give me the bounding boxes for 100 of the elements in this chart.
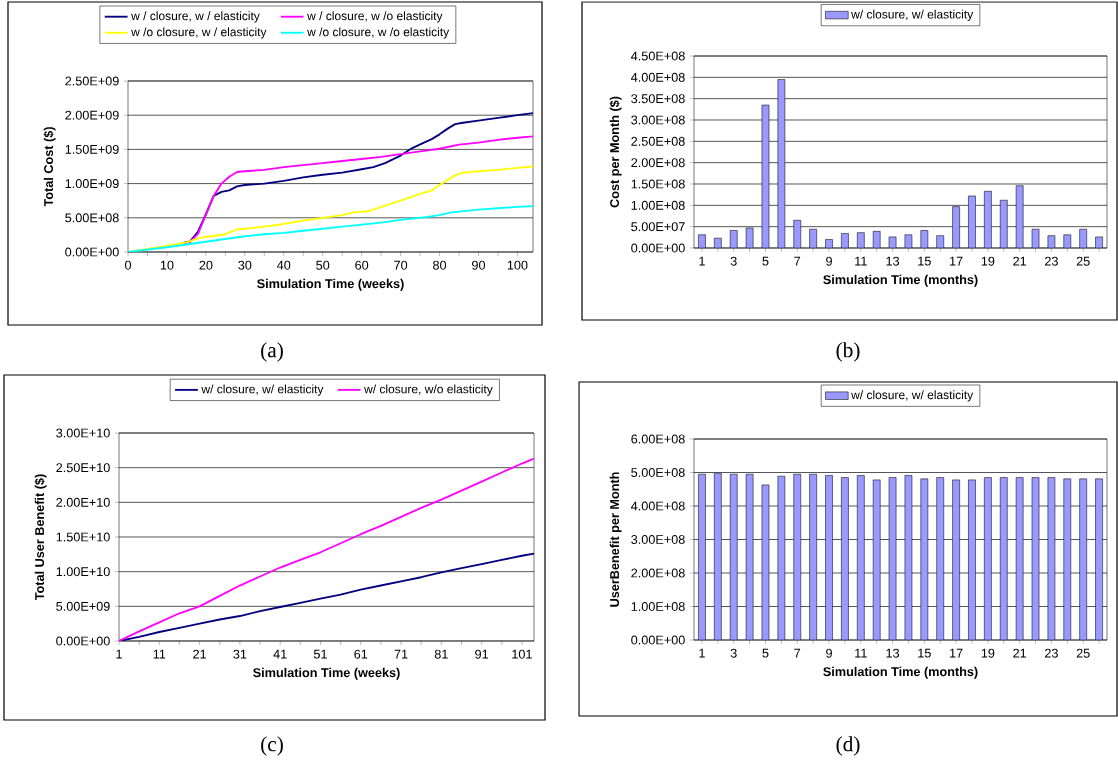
text: (b)	[836, 342, 860, 362]
x-tick-label: 11	[855, 648, 867, 658]
x-tick-label: 19	[981, 256, 995, 266]
x-tick-label: 20	[199, 260, 213, 270]
x-tick-label: 1	[116, 649, 122, 659]
y-tick-label: 4.00E+08	[631, 501, 685, 511]
line-series	[119, 457, 534, 641]
y-tick-label: 5.00E+08	[631, 468, 685, 477]
y-tick-label: 2.00E+10	[56, 497, 110, 507]
legend-label: w/ closure, w/ elasticity	[851, 390, 974, 402]
y-tick-label: 4.00E+08	[631, 72, 685, 82]
y-axis-title: UserBenefit per Month	[609, 472, 622, 607]
y-tick-label: 3.00E+10	[56, 428, 110, 438]
x-tick-label: 7	[794, 256, 801, 266]
y-tick-label: 3.00E+08	[631, 535, 685, 544]
y-tick-label: 2.00E+09	[65, 110, 119, 120]
y-tick-label: 0.00E+00	[631, 243, 685, 253]
y-tick-label: 3.50E+08	[631, 94, 685, 104]
x-tick-label: 80	[433, 260, 447, 270]
x-tick-label: 5	[762, 648, 769, 658]
y-tick-label: 2.50E+09	[65, 76, 119, 86]
y-axis-title: Cost per Month ($)	[609, 96, 622, 208]
y-tick-label: 1.00E+08	[631, 602, 685, 611]
x-axis-title: Simulation Time (months)	[823, 274, 978, 287]
x-tick-label: 50	[316, 260, 330, 270]
x-axis-title: Simulation Time (weeks)	[257, 278, 404, 291]
x-tick-label: 9	[826, 648, 832, 658]
x-tick-label: 17	[950, 648, 963, 658]
x-tick-label: 60	[355, 260, 369, 270]
y-tick-label: 1.00E+10	[56, 567, 110, 577]
x-tick-label: 100	[507, 260, 528, 270]
x-tick-label: 51	[313, 649, 327, 659]
y-tick-label: 2.00E+08	[631, 568, 685, 578]
x-tick-label: 70	[394, 260, 408, 270]
text: (d)	[836, 736, 860, 756]
y-tick-label: 5.00E+08	[65, 213, 119, 223]
x-tick-label: 61	[354, 649, 368, 659]
y-tick-label: 1.00E+08	[631, 200, 685, 210]
x-axis-title: Simulation Time (months)	[823, 666, 978, 679]
text: (a)	[261, 342, 283, 362]
x-tick-label: 25	[1076, 256, 1090, 266]
y-tick-label: 3.00E+08	[631, 115, 685, 125]
x-tick-label: 13	[886, 256, 900, 266]
y-tick-label: 1.50E+10	[56, 532, 110, 542]
legend-label: w /o closure, w /o elasticity	[307, 27, 450, 39]
x-tick-label: 10	[160, 260, 174, 270]
x-tick-label: 81	[434, 649, 448, 659]
legend-label: w/ closure, w/o elasticity	[364, 384, 493, 396]
y-axis-title: Total Cost ($)	[43, 127, 56, 207]
y-tick-label: 2.50E+10	[56, 463, 110, 473]
x-tick-label: 21	[1013, 256, 1027, 266]
y-axis-title: Total User Benefit ($)	[34, 474, 47, 601]
y-tick-label: 0.00E+00	[631, 635, 685, 645]
x-tick-label: 71	[394, 649, 408, 659]
x-tick-label: 1	[699, 256, 705, 266]
y-tick-label: 2.00E+08	[631, 158, 685, 168]
x-tick-label: 90	[472, 260, 486, 270]
x-tick-label: 31	[233, 649, 247, 659]
x-tick-label: 23	[1044, 648, 1058, 658]
x-tick-label: 5	[762, 256, 769, 266]
line-series	[128, 165, 534, 252]
y-tick-label: 1.50E+08	[631, 179, 685, 189]
legend-label: w / closure, w / elasticity	[131, 11, 260, 23]
x-tick-label: 3	[730, 648, 737, 658]
x-tick-label: 17	[950, 256, 963, 266]
x-tick-label: 101	[512, 649, 532, 659]
x-tick-label: 11	[855, 256, 867, 266]
y-tick-label: 4.50E+08	[631, 51, 685, 61]
x-tick-label: 9	[826, 256, 832, 266]
x-tick-label: 30	[238, 260, 252, 270]
x-tick-label: 25	[1076, 648, 1090, 658]
text: (c)	[261, 736, 283, 756]
y-tick-label: 0.00E+00	[65, 247, 119, 257]
line-series	[119, 552, 534, 641]
x-tick-label: 15	[918, 648, 931, 658]
x-tick-label: 13	[886, 648, 900, 658]
x-tick-label: 0	[124, 260, 132, 270]
legend-label: w / closure, w /o elasticity	[307, 11, 443, 23]
x-tick-label: 19	[981, 648, 995, 658]
y-tick-label: 6.00E+08	[631, 434, 685, 444]
y-tick-label: 5.00E+09	[56, 601, 110, 611]
y-tick-label: 5.00E+07	[631, 222, 685, 232]
x-tick-label: 91	[475, 649, 489, 659]
legend-label: w/ closure, w/ elasticity	[201, 384, 324, 396]
x-axis-title: Simulation Time (weeks)	[253, 667, 400, 680]
y-tick-label: 1.00E+09	[65, 179, 119, 189]
x-tick-label: 7	[794, 648, 801, 658]
x-tick-label: 40	[277, 260, 291, 270]
x-tick-label: 21	[193, 649, 206, 659]
y-tick-label: 1.50E+09	[65, 144, 119, 154]
x-tick-label: 41	[273, 649, 287, 659]
x-tick-label: 3	[730, 256, 737, 266]
y-tick-label: 2.50E+08	[631, 136, 685, 146]
x-tick-label: 21	[1013, 648, 1027, 658]
legend-label: w /o closure, w / elasticity	[131, 27, 267, 39]
y-tick-label: 0.00E+00	[56, 636, 110, 646]
legend-label: w/ closure, w/ elasticity	[851, 9, 974, 21]
x-tick-label: 1	[699, 648, 705, 658]
x-tick-label: 23	[1044, 256, 1058, 266]
x-tick-label: 15	[918, 256, 931, 266]
